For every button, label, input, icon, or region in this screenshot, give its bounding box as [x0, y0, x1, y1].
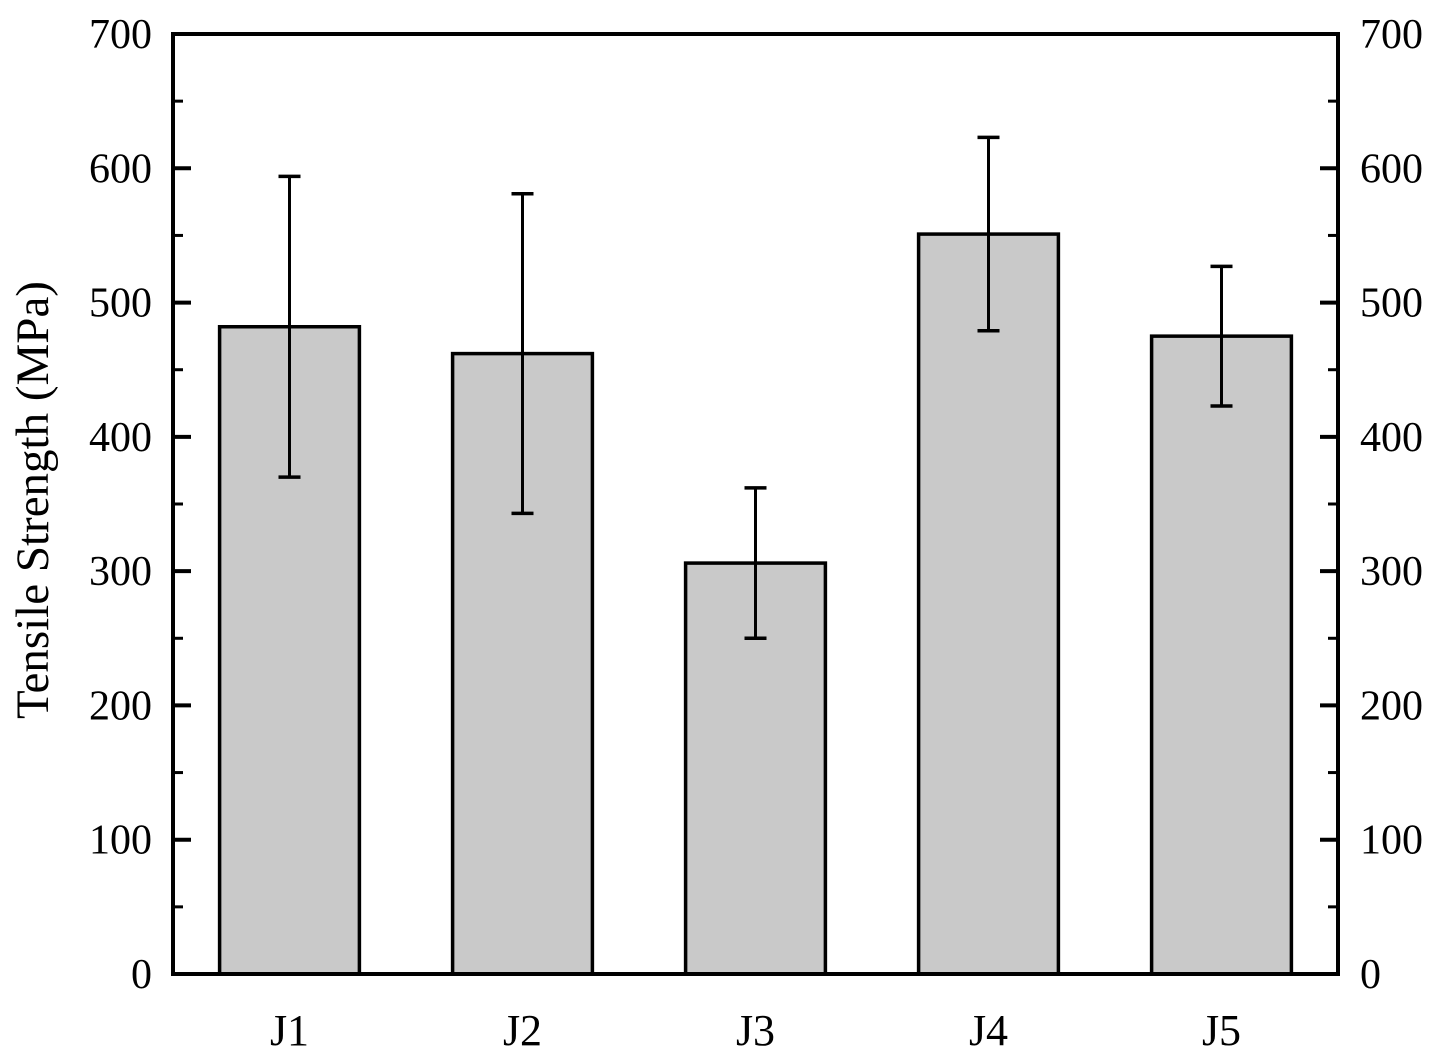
x-category-label: J4	[969, 1006, 1008, 1055]
x-category-label: J5	[1202, 1006, 1241, 1055]
bar-J5	[1149, 334, 1294, 976]
y-tick-label-left: 500	[89, 281, 152, 327]
y-tick-label-right: 600	[1360, 146, 1423, 192]
x-category-label: J2	[503, 1006, 542, 1055]
error-bar-J5	[1210, 264, 1233, 408]
error-bars-group	[278, 135, 1233, 641]
y-tick-label-left: 400	[89, 415, 152, 461]
y-tick-label-right: 200	[1360, 683, 1423, 729]
error-bar-J1	[278, 174, 301, 479]
bar-J4	[916, 232, 1061, 976]
y-tick-labels-group: 0 0 100 100 200 200 300 300 400 400 500 500 600 600 70…	[89, 12, 1423, 998]
y-tick-label-right: 700	[1360, 12, 1423, 58]
y-tick-label-left: 600	[89, 146, 152, 192]
y-tick-label-left: 100	[89, 818, 152, 864]
y-tick-label-right: 100	[1360, 818, 1423, 864]
error-bar-J3	[744, 486, 767, 641]
y-tick-label-left: 0	[131, 952, 152, 998]
x-category-label: J1	[270, 1006, 309, 1055]
error-bar-J2	[511, 192, 534, 516]
y-axis-title: Tensile Strength (MPa)	[7, 281, 59, 719]
y-tick-label-left: 300	[89, 549, 152, 595]
error-bar-J4	[977, 135, 1000, 333]
y-tick-label-left: 200	[89, 683, 152, 729]
bars-group	[217, 232, 1294, 976]
y-tick-label-right: 400	[1360, 415, 1423, 461]
y-tick-label-right: 0	[1360, 952, 1381, 998]
axis-ticks-group	[173, 32, 1338, 976]
y-tick-label-left: 700	[89, 12, 152, 58]
y-tick-label-right: 300	[1360, 549, 1423, 595]
y-tick-label-right: 500	[1360, 281, 1423, 327]
x-tick-labels-group: J1 J2 J3 J4 J5	[270, 1006, 1241, 1055]
x-category-label: J3	[736, 1006, 775, 1055]
